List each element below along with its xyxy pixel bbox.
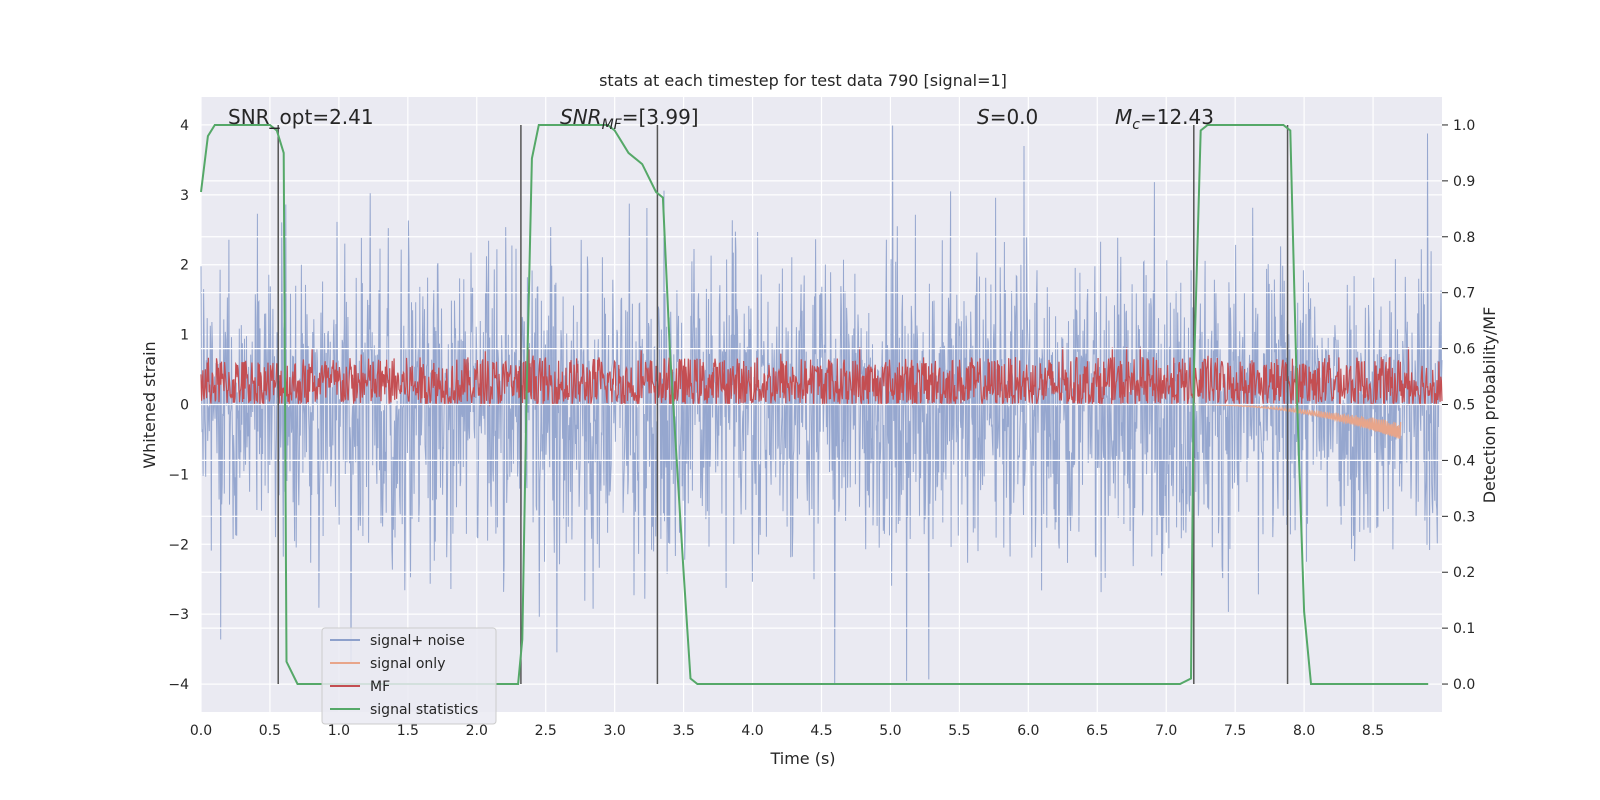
y2-tick-label-3: 0.3 — [1453, 509, 1475, 525]
y2-tick-label-7: 0.7 — [1453, 286, 1475, 302]
legend-label-mf: MF — [370, 679, 390, 695]
annotation-mc: Mc=12.43 — [1115, 105, 1214, 133]
x-tick-label-8: 4.0 — [741, 723, 763, 739]
y-tick-label-7: 3 — [180, 188, 189, 204]
series-signal-only — [1186, 403, 1402, 439]
x-tick-label-13: 6.5 — [1086, 723, 1108, 739]
y-tick-label-4: 0 — [180, 398, 189, 414]
line-signal-only — [1186, 403, 1402, 439]
y2-tick-label-6: 0.6 — [1453, 342, 1475, 358]
x-tick-label-10: 5.0 — [879, 723, 901, 739]
line-mf — [200, 347, 1443, 407]
x-tick-label-1: 0.5 — [259, 723, 281, 739]
y2-axis-label: Detection probability/MF — [1480, 307, 1499, 504]
y2-tick-label-2: 0.2 — [1453, 565, 1475, 581]
y2-tick-label-8: 0.8 — [1453, 230, 1475, 246]
y-tick-label-5: 1 — [180, 328, 189, 344]
y2-tick-label-10: 1.0 — [1453, 118, 1475, 134]
annotation-snr-opt: SNR_opt=2.41 — [228, 105, 374, 129]
annotation-s: S=0.0 — [977, 105, 1038, 129]
x-tick-label-0: 0.0 — [190, 723, 212, 739]
x-tick-label-2: 1.0 — [328, 723, 350, 739]
legend: signal+ noise signal only MF signal stat… — [321, 627, 497, 725]
x-tick-label-5: 2.5 — [535, 723, 557, 739]
annotation-snr-mf: SNRMF=[3.99] — [560, 105, 699, 133]
y-tick-label-6: 2 — [180, 258, 189, 274]
x-axis-ticks: 0.0 0.5 1.0 1.5 2.0 2.5 3.0 3.5 4.0 4.5 5.0 5.5 6.0 6… — [190, 723, 1384, 739]
x-tick-label-16: 8.0 — [1293, 723, 1315, 739]
y2-axis-ticks: 0.0 0.1 0.2 0.3 0.4 0.5 0.6 0.7 0.8 0.9 1.0 — [1442, 118, 1475, 693]
y-tick-label-3: −1 — [168, 467, 189, 483]
y-axis-ticks: −4 −3 −2 −1 0 1 2 3 4 — [168, 118, 189, 693]
x-tick-label-17: 8.5 — [1362, 723, 1384, 739]
y2-tick-label-5: 0.5 — [1453, 398, 1475, 414]
y2-tick-label-4: 0.4 — [1453, 453, 1475, 469]
x-tick-label-4: 2.0 — [466, 723, 488, 739]
x-tick-label-12: 6.0 — [1017, 723, 1039, 739]
x-tick-label-9: 4.5 — [810, 723, 832, 739]
line-signal-noise — [200, 124, 1443, 685]
x-tick-label-3: 1.5 — [397, 723, 419, 739]
y-tick-label-1: −3 — [168, 607, 189, 623]
y2-tick-label-9: 0.9 — [1453, 174, 1475, 190]
series-signal-statistics — [200, 124, 1429, 685]
legend-label-signal-statistics: signal statistics — [370, 702, 478, 718]
y-tick-label-2: −2 — [168, 537, 189, 553]
y2-tick-label-1: 0.1 — [1453, 621, 1475, 637]
legend-label-signal-noise: signal+ noise — [370, 633, 465, 649]
y-axis-label: Whitened strain — [140, 341, 159, 468]
x-tick-label-6: 3.0 — [604, 723, 626, 739]
x-tick-label-7: 3.5 — [672, 723, 694, 739]
x-tick-label-11: 5.5 — [948, 723, 970, 739]
series-signal-noise — [200, 124, 1443, 685]
chart-title: stats at each timestep for test data 790… — [599, 71, 1007, 90]
y-tick-label-8: 4 — [180, 118, 189, 134]
x-axis-label: Time (s) — [769, 749, 835, 768]
y-tick-label-0: −4 — [168, 677, 189, 693]
line-signal-statistics — [200, 124, 1429, 685]
x-tick-label-15: 7.5 — [1224, 723, 1246, 739]
legend-box — [321, 627, 497, 725]
series-mf — [200, 347, 1443, 407]
y2-tick-label-0: 0.0 — [1453, 677, 1475, 693]
x-tick-label-14: 7.0 — [1155, 723, 1177, 739]
legend-label-signal-only: signal only — [370, 656, 445, 672]
